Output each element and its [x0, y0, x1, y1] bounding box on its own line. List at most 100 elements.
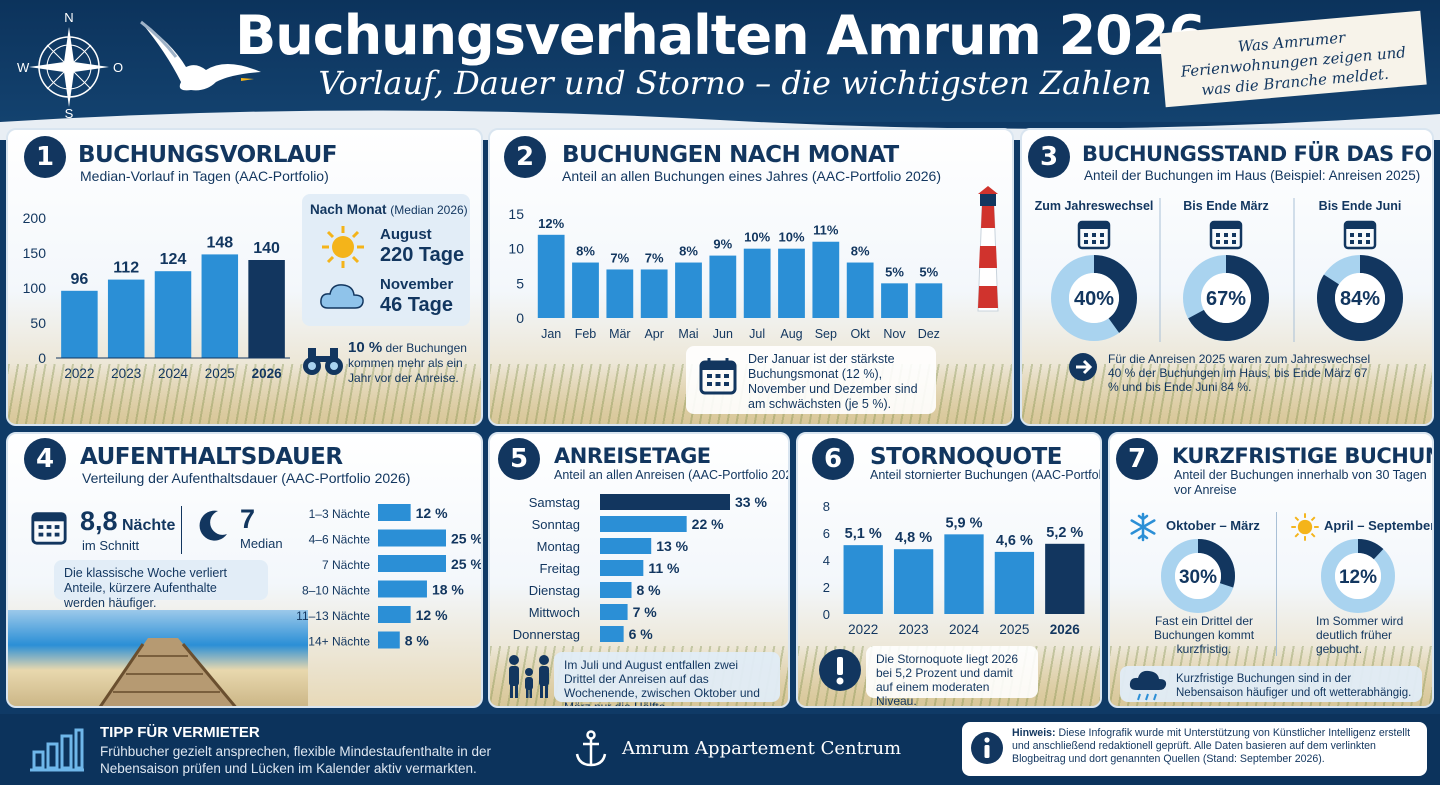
footer: TIPP FÜR VERMIETER Frühbucher gezielt an…: [0, 714, 1440, 785]
panel-subtitle: Anteil der Buchungen innerhalb von 30 Ta…: [1174, 468, 1427, 497]
info-text: Im Juli und August entfallen zwei Dritte…: [564, 658, 760, 708]
category-label: Samstag: [529, 495, 580, 510]
bar-value-label: 11%: [813, 223, 839, 238]
bar: [201, 254, 239, 358]
anchor-icon: [575, 730, 607, 767]
calendar-icon: [1077, 220, 1111, 250]
info-icon: [971, 732, 1003, 764]
x-tick-label: 2023: [899, 622, 929, 637]
bar-value-label: 5,1 %: [845, 526, 882, 542]
x-tick-label: Aug: [780, 327, 802, 341]
y-tick-label: 0: [516, 310, 524, 326]
donut-hole: [1335, 273, 1385, 323]
x-tick-label: 2022: [64, 366, 94, 381]
x-tick-label: 2026: [252, 366, 283, 381]
tipp-text: Frühbucher gezielt ansprechen, flexible …: [100, 744, 491, 776]
bar: [640, 269, 668, 318]
panel-title: ANREISETAGE: [554, 444, 711, 468]
chart-anreisetage: Samstag 33 % Sonntag 22 % Montag 13 % Freitag 1…: [513, 494, 767, 642]
x-tick-label: Feb: [575, 327, 597, 341]
bar: [915, 283, 943, 318]
category-label: Mittwoch: [529, 605, 580, 620]
info-text: Kurzfristige Buchungen sind in der Neben…: [1176, 673, 1412, 699]
x-tick-label: Jan: [541, 327, 561, 341]
winter-text: Fast ein Drittel der Buchungen kommt kur…: [1153, 614, 1255, 656]
bar: [600, 626, 624, 642]
bar: [606, 269, 634, 318]
panel-buchungen-nach-monat: 2 BUCHUNGEN NACH MONAT Anteil an allen B…: [488, 128, 1014, 426]
bar-value-label: 11 %: [648, 560, 680, 576]
bar: [843, 545, 883, 614]
bar: [881, 283, 908, 318]
boardwalk-icon: [98, 638, 237, 706]
bar: [893, 549, 934, 614]
aug-label: August: [380, 226, 432, 243]
donut-segment: [1161, 539, 1235, 613]
bar: [743, 248, 771, 318]
avg-value: 8,8: [80, 506, 118, 536]
panel-title: BUCHUNGEN NACH MONAT: [562, 142, 899, 168]
bar-value-label: 25 %: [451, 531, 483, 547]
bar: [378, 529, 446, 547]
panel-number: 4: [24, 438, 66, 480]
x-tick-label: Apr: [644, 327, 663, 341]
panel-subtitle: Verteilung der Aufenthaltsdauer (AAC-Por…: [82, 470, 411, 486]
hinweis-bold: Hinweis:: [1012, 727, 1056, 739]
bar: [812, 241, 840, 318]
bar-value-label: 25 %: [451, 556, 483, 572]
panel-number: 7: [1116, 438, 1158, 480]
chart-aufenthalt: 1–3 Nächte 12 % 4–6 Nächte 25 % 7 Nächte 25 %…: [296, 504, 483, 649]
alert-icon: [819, 649, 861, 691]
donut-hole: [1175, 553, 1221, 599]
bar-value-label: 148: [206, 234, 233, 251]
x-tick-label: Mär: [609, 327, 631, 341]
bar: [248, 260, 285, 358]
donut-value-label: 67%: [1206, 288, 1246, 310]
donut-hole: [1069, 273, 1119, 323]
arrow-right-icon: [1069, 353, 1097, 381]
panel-number: 5: [498, 438, 540, 480]
x-tick-label: 2026: [1050, 622, 1081, 637]
panel-title: STORNOQUOTE: [870, 444, 1063, 470]
nov-label: November: [380, 276, 454, 293]
bar-value-label: 5%: [919, 264, 938, 279]
x-tick-label: Sep: [815, 327, 837, 341]
donut-category-label: Bis Ende März: [1183, 199, 1268, 213]
rain-cloud-icon: [1129, 670, 1167, 701]
chart-vorlauf: 0 50 100 150 200 96 2022 112 2023 124 2024 148 2025 1…: [23, 210, 290, 381]
x-tick-label: 2024: [158, 366, 189, 381]
donut-segment: [1317, 255, 1403, 341]
x-tick-label: Nov: [883, 327, 906, 341]
y-tick-label: 6: [823, 526, 830, 541]
panel-title: BUCHUNGSVORLAUF: [78, 142, 338, 168]
bar: [537, 234, 565, 318]
bar-value-label: 140: [253, 240, 280, 257]
category-label: 1–3 Nächte: [309, 507, 371, 521]
x-tick-label: Jun: [713, 327, 733, 341]
bar-value-label: 18 %: [432, 582, 464, 598]
donut-segment: [1183, 255, 1269, 341]
donut-value-label: 12%: [1339, 567, 1377, 588]
panel-subtitle: Anteil an allen Buchungen eines Jahres (…: [562, 168, 942, 184]
info-text: Die Stornoquote liegt 2026 bei 5,2 Proze…: [876, 652, 1019, 708]
donut-category-label: Bis Ende Juni: [1319, 199, 1402, 213]
donut-value-label: 40%: [1074, 288, 1114, 310]
panel-title: KURZFRISTIGE BUCHUNGEN: [1172, 444, 1432, 468]
bar: [378, 580, 427, 598]
chart-storno: 0 2 4 6 8 5,1 % 2022 4,8 % 2023 5,9 % 2024 4,6 % 202…: [823, 499, 1085, 637]
bar-value-label: 5%: [885, 264, 904, 279]
category-label: Donnerstag: [513, 627, 580, 642]
compass-n: N: [64, 10, 73, 25]
bar-value-label: 6 %: [629, 626, 654, 642]
bar: [600, 538, 652, 554]
bar-value-label: 12 %: [416, 607, 448, 623]
bar-value-label: 33 %: [735, 494, 767, 510]
panel-anreisetage: 5 ANREISETAGE Anteil an allen Anreisen (…: [488, 432, 790, 708]
median-value: 7: [240, 504, 256, 534]
y-tick-label: 5: [516, 275, 524, 291]
family-icon: [509, 655, 549, 698]
panel-number: 6: [812, 438, 854, 480]
donut-value-label: 84%: [1340, 288, 1380, 310]
bar-value-label: 8%: [576, 244, 595, 259]
bar: [378, 606, 411, 623]
